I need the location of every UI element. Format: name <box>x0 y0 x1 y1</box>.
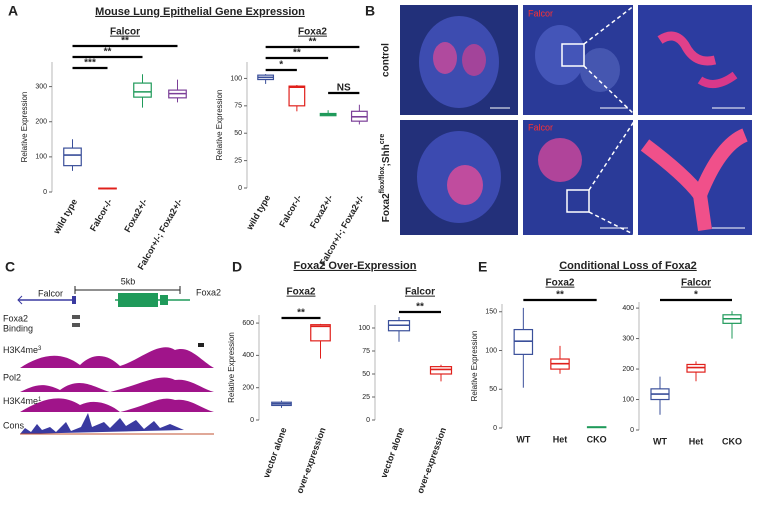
significance-label: * <box>279 60 283 71</box>
y-tick-label: 300 <box>35 83 47 90</box>
gene-label: Falcor <box>38 288 63 298</box>
gene-label: Foxa2 <box>196 287 221 297</box>
x-tick-label: Falcor-/- <box>88 197 114 233</box>
scale-label: 5kb <box>121 276 136 286</box>
significance-label: ** <box>297 308 305 319</box>
y-tick-label: 100 <box>485 347 497 354</box>
y-tick-label: 100 <box>230 75 242 82</box>
track-label: Foxa2 <box>3 313 28 323</box>
significance-label: ** <box>121 36 129 47</box>
panel-label: C <box>5 259 15 275</box>
panel-label: A <box>8 3 18 19</box>
significance-label: *** <box>84 58 96 69</box>
y-tick-label: 0 <box>43 189 47 196</box>
y-tick-label: 0 <box>238 185 242 192</box>
panel-title: Conditional Loss of Foxa2 <box>559 260 697 272</box>
chart-title: Foxa2 <box>546 278 575 289</box>
chart-title: Falcor <box>110 27 140 38</box>
y-tick-label: 75 <box>234 103 242 110</box>
x-tick-label: CKO <box>722 436 742 446</box>
y-tick-label: 0 <box>630 427 634 434</box>
x-tick-label: WT <box>653 436 667 446</box>
panel-label: B <box>365 3 375 19</box>
panel-label: E <box>478 259 487 275</box>
y-axis-label: Relative Expression <box>20 92 29 163</box>
y-tick-label: 100 <box>35 154 47 161</box>
x-tick-label: vector alone <box>379 426 407 479</box>
x-tick-label: CKO <box>587 434 607 444</box>
panel-label: D <box>232 259 242 275</box>
x-tick-label: WT <box>516 434 530 444</box>
significance-label: NS <box>337 83 351 94</box>
box <box>288 85 306 107</box>
x-tick-label: Het <box>553 434 568 444</box>
x-tick-label: wild type <box>244 193 272 232</box>
panel-title: Foxa2 Over-Expression <box>294 260 417 272</box>
x-tick-label: Het <box>689 436 704 446</box>
track-label: Pol2 <box>3 372 21 382</box>
x-tick-label: wild type <box>51 197 79 236</box>
y-tick-label: 200 <box>35 119 47 126</box>
chart-title: Foxa2 <box>287 287 316 298</box>
chart-title: Foxa2 <box>298 27 327 38</box>
chart-title: Falcor <box>681 278 711 289</box>
y-tick-label: 0 <box>493 425 497 432</box>
box <box>310 324 331 342</box>
significance-label: * <box>694 290 698 301</box>
channel-label: Falcor <box>528 8 553 18</box>
x-tick-label: over-expression <box>415 426 448 495</box>
row-label: control <box>381 43 392 77</box>
chart-title: Falcor <box>405 287 435 298</box>
track-label: Binding <box>3 323 33 333</box>
y-tick-label: 75 <box>362 348 370 355</box>
box <box>63 147 82 167</box>
y-tick-label: 150 <box>485 309 497 316</box>
y-tick-label: 100 <box>622 396 634 403</box>
box <box>429 366 453 375</box>
significance-label: ** <box>104 47 112 58</box>
y-tick-label: 600 <box>242 320 254 327</box>
row-label: Foxa2flox/flox;Shhcre <box>379 134 392 223</box>
y-tick-label: 0 <box>250 417 254 424</box>
y-axis-label: Relative Expression <box>227 332 236 403</box>
box <box>133 82 152 98</box>
y-tick-label: 200 <box>242 385 254 392</box>
y-tick-label: 100 <box>358 325 370 332</box>
micrograph-grid <box>400 4 752 236</box>
track-label: Cons <box>3 420 25 430</box>
y-tick-label: 25 <box>362 394 370 401</box>
y-tick-label: 400 <box>242 352 254 359</box>
track-label: H3K4me3 <box>3 345 42 355</box>
panel-title: Mouse Lung Epithelial Gene Expression <box>95 6 305 18</box>
x-tick-label: Foxa2+/- <box>308 193 335 230</box>
y-tick-label: 25 <box>234 157 242 164</box>
y-tick-label: 50 <box>234 130 242 137</box>
channel-label: Falcor <box>528 122 553 132</box>
y-axis-label: Relative Expression <box>470 331 479 402</box>
x-tick-label: vector alone <box>261 426 289 479</box>
genome-tracks <box>17 286 214 435</box>
x-tick-label: over-expression <box>294 426 327 495</box>
x-tick-label: Falcor-/- <box>277 193 303 229</box>
y-tick-label: 200 <box>622 366 634 373</box>
y-tick-label: 50 <box>362 371 370 378</box>
x-tick-label: Foxa2+/- <box>122 197 149 234</box>
y-tick-label: 300 <box>622 335 634 342</box>
significance-label: ** <box>416 302 424 313</box>
y-tick-label: 50 <box>489 386 497 393</box>
significance-label: ** <box>556 290 564 301</box>
y-axis-label: Relative Expression <box>215 90 224 161</box>
track-label: H3K4me1 <box>3 396 42 406</box>
y-tick-label: 0 <box>366 417 370 424</box>
significance-label: ** <box>293 48 301 59</box>
significance-label: ** <box>309 37 317 48</box>
y-tick-label: 400 <box>622 305 634 312</box>
